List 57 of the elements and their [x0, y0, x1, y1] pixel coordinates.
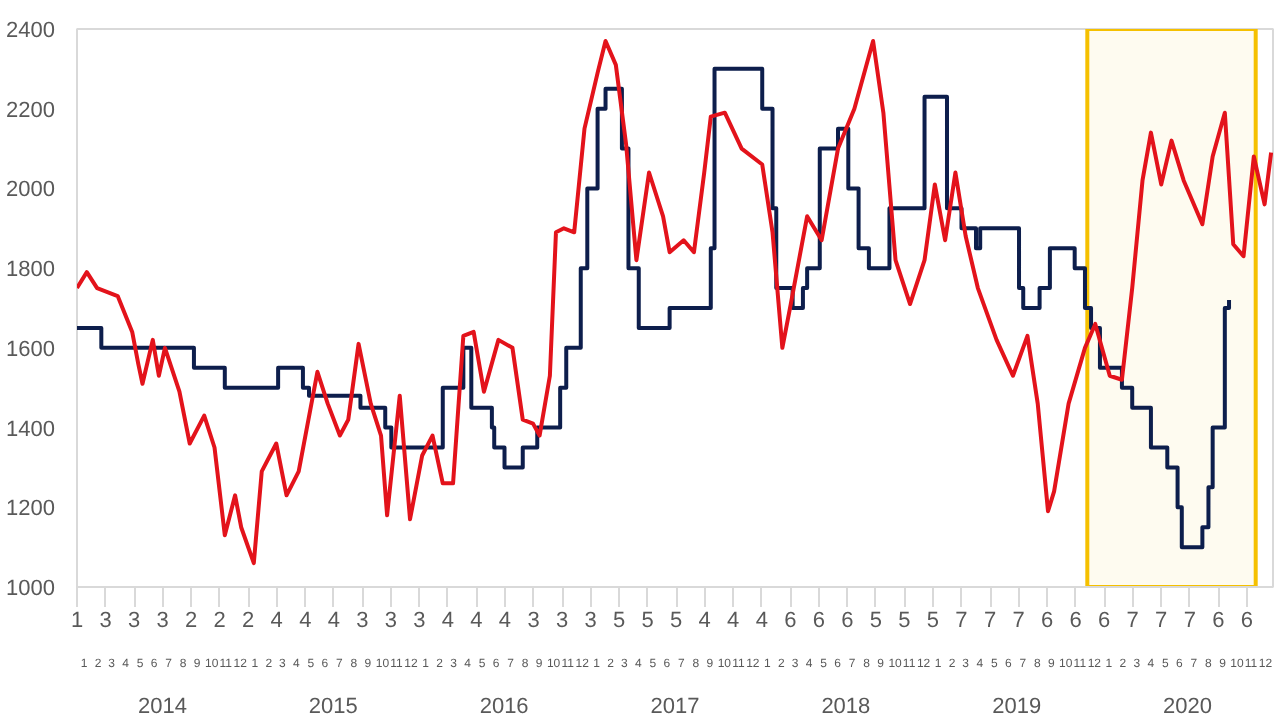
x-tick-label: 3	[384, 609, 397, 633]
x-tick-label: 7	[1126, 609, 1139, 633]
x-tick-label: 7	[1183, 609, 1196, 633]
x-tick-label: 6	[1212, 609, 1225, 633]
x-tick-label: 4	[441, 609, 455, 633]
x-tick-label: 6	[812, 609, 825, 633]
x-tick-label: 4	[698, 609, 711, 633]
x-tick-label: 2	[213, 609, 226, 633]
y-tick-label: 1000	[6, 577, 56, 601]
x-tick-label: 5	[926, 609, 940, 633]
x-tick-label: 4	[727, 609, 740, 633]
x-tick-label: 5	[612, 609, 626, 633]
x-tick-label: 4	[470, 609, 483, 633]
text: 2016	[479, 695, 529, 718]
text: 2019	[992, 695, 1042, 718]
x-tick-label: 7	[955, 609, 968, 633]
x-tick-label: 3	[356, 609, 369, 633]
x-tick-label: 4	[299, 609, 312, 633]
x-tick-label: 3	[584, 609, 597, 633]
y-tick-label: 1400	[6, 417, 56, 442]
x-tick-label: 5	[670, 609, 683, 633]
x-tick-label: 4	[755, 609, 768, 633]
x-tick-label: 6	[1240, 609, 1253, 633]
text: 2015	[308, 695, 358, 718]
x-tick-label: 3	[156, 609, 169, 633]
x-tick-label: 3	[127, 609, 141, 633]
y-tick-label: 1800	[6, 258, 56, 283]
x-tick-label: 5	[869, 609, 883, 633]
x-tick-label: 6	[1069, 609, 1082, 633]
x-tick-label: 2	[242, 609, 255, 633]
x-tick-label: 7	[1155, 609, 1168, 633]
x-tick-label: 3	[413, 609, 426, 633]
x-tick-label: 3	[527, 609, 540, 633]
x-tick-label: 6	[784, 609, 797, 633]
x-tick-label: 5	[641, 609, 654, 633]
x-tick-label: 6	[1040, 609, 1054, 633]
x-tick-label: 3	[555, 609, 569, 633]
y-tick-label: 2000	[6, 178, 56, 203]
x-tick-label: 6	[1098, 609, 1111, 633]
x-tick-label: 1	[70, 609, 84, 633]
y-tick-label: 2200	[6, 98, 56, 123]
text: 2014	[137, 695, 187, 718]
text: 2018	[821, 695, 871, 718]
x-tick-label: 7	[1012, 609, 1025, 633]
x-tick-label: 7	[983, 609, 997, 633]
x-tick-label: 2	[185, 609, 198, 633]
y-tick-label: 1600	[6, 337, 56, 362]
y-tick-label: 2400	[6, 19, 56, 43]
x-tick-label: 4	[270, 609, 283, 633]
x-tick-label: 4	[498, 609, 512, 633]
x-tick-label: 5	[898, 609, 911, 633]
text: 2017	[650, 695, 700, 718]
text: 2020	[1163, 695, 1213, 718]
x-tick-label: 6	[841, 609, 854, 633]
x-tick-label: 3	[99, 609, 112, 633]
x-tick-label: 4	[327, 609, 340, 633]
y-tick-label: 1200	[6, 497, 56, 522]
